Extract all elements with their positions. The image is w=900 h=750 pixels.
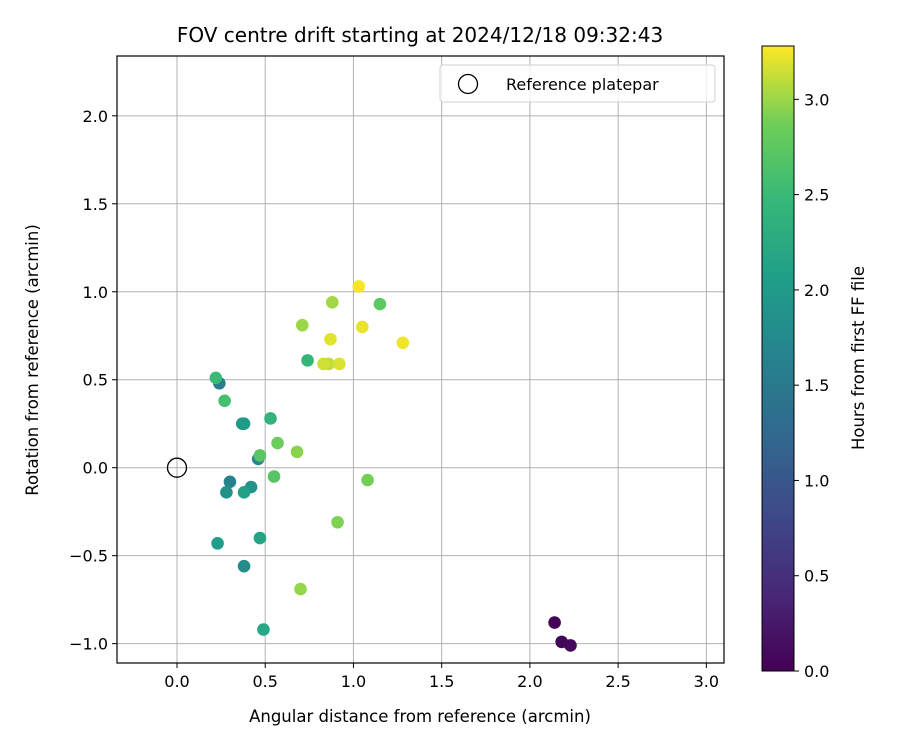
data-point-23 [361,473,374,487]
x-axis-label: Angular distance from reference (arcmin) [249,707,591,726]
data-point-10 [237,417,251,431]
y-tick-label-6: 2.0 [83,107,108,126]
data-point-30 [317,357,330,371]
data-point-27 [295,318,309,332]
y-tick-label-4: 1.0 [83,283,108,302]
x-tick-label-4: 2.0 [517,672,542,691]
x-tick-label-2: 1.0 [341,672,366,691]
x-tick-label-6: 3.0 [694,672,719,691]
data-point-26 [294,582,307,596]
colorbar-tick-label-1: 0.5 [804,567,829,586]
x-axis-ticks: 0.0 0.5 1.0 1.5 2.0 2.5 3.0 [164,663,719,691]
x-tick-label-5: 2.5 [605,672,630,691]
x-tick-label-1: 0.5 [252,672,277,691]
colorbar-ticks: 0.0 0.5 1.0 1.5 2.0 2.5 3.0 [794,90,829,681]
legend-marker-circle-icon [457,73,479,95]
colorbar-tick-label-4: 2.0 [804,281,829,300]
data-point-6 [237,559,251,573]
y-tick-label-2: 0.0 [83,459,108,478]
data-point-34 [396,336,410,350]
data-point-13 [253,531,267,545]
data-point-31 [333,357,346,371]
data-point-20 [253,449,267,462]
data-point-0 [548,616,561,629]
y-tick-label-0: −1.0 [69,635,108,654]
y-axis-ticks: −1.0 −0.5 0.0 0.5 1.0 1.5 2.0 [69,107,117,654]
data-point-18 [218,394,231,408]
y-axis-label: Rotation from reference (arcmin) [23,224,42,496]
y-tick-label-1: −0.5 [69,547,108,566]
colorbar-tick-label-3: 1.5 [804,376,829,395]
data-point-32 [324,332,337,346]
grid [117,56,724,663]
colorbar-tick-label-5: 2.5 [804,186,829,205]
data-point-12 [237,486,251,499]
data-point-21 [373,297,387,311]
data-point-33 [355,320,369,334]
legend: Reference platepar [439,64,716,103]
data-point-35 [352,280,366,293]
x-tick-label-0: 0.0 [164,672,189,691]
data-point-19 [267,470,281,483]
colorbar-tick-label-2: 1.0 [804,471,829,490]
legend-box [439,64,716,103]
colorbar-tick-label-6: 3.0 [804,90,829,109]
y-tick-label-3: 0.5 [83,371,108,390]
colorbar-label: Hours from first FF file [849,266,868,450]
colorbar-gradient [761,45,795,672]
reference-platepar-marker [166,457,188,478]
x-tick-label-3: 1.5 [429,672,454,691]
data-point-25 [290,445,304,459]
data-point-16 [301,354,314,367]
colorbar: 0.0 0.5 1.0 1.5 2.0 2.5 3.0 Hours from first F… [761,45,868,681]
plot-area-frame [116,55,725,664]
data-point-4 [223,475,237,489]
data-point-14 [257,623,270,636]
colorbar-tick-label-0: 0.0 [804,662,829,681]
data-point-22 [271,436,284,450]
data-point-11 [211,537,224,550]
data-point-24 [331,515,344,529]
data-point-2 [564,639,577,652]
data-points [209,280,577,652]
reference-marker-layer [166,457,188,478]
y-tick-label-5: 1.5 [83,195,108,214]
data-point-17 [209,371,223,385]
chart-title: FOV centre drift starting at 2024/12/18 … [177,23,663,47]
data-point-28 [325,296,339,309]
data-point-7 [220,486,233,499]
legend-label: Reference platepar [506,75,659,94]
data-point-15 [264,412,277,425]
